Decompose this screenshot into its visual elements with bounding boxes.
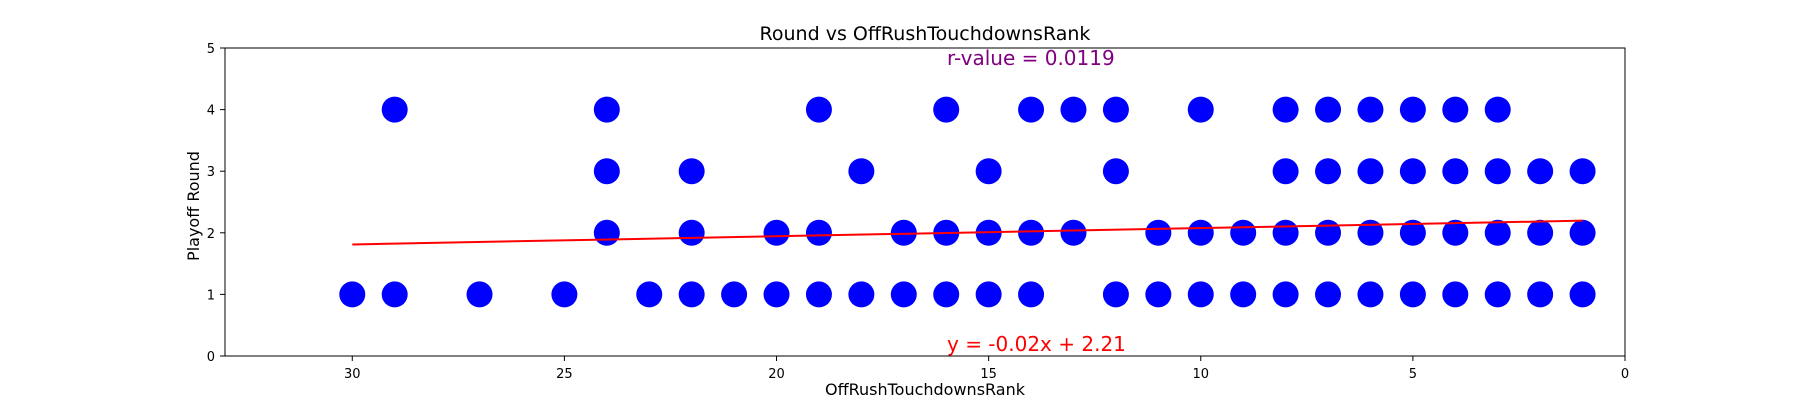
data-point: [678, 281, 705, 308]
data-point: [933, 96, 960, 123]
data-point: [1315, 281, 1342, 308]
x-tick-label: 15: [980, 367, 997, 382]
data-point: [1399, 158, 1426, 185]
data-point: [593, 219, 620, 246]
data-point: [1527, 158, 1554, 185]
data-point: [551, 281, 578, 308]
x-tick-label: 0: [1621, 367, 1629, 382]
data-point: [933, 281, 960, 308]
data-point: [636, 281, 663, 308]
data-point: [1399, 219, 1426, 246]
data-point: [1442, 96, 1469, 123]
data-point: [1315, 158, 1342, 185]
data-point: [763, 219, 790, 246]
data-point: [1484, 158, 1511, 185]
regression-equation-annotation: y = -0.02x + 2.21: [947, 332, 1126, 356]
data-point: [763, 281, 790, 308]
data-point: [805, 281, 832, 308]
data-point: [1272, 96, 1299, 123]
data-point: [1060, 219, 1087, 246]
data-point: [1484, 219, 1511, 246]
data-point: [1272, 158, 1299, 185]
x-tick-label: 20: [768, 367, 785, 382]
data-point: [1060, 96, 1087, 123]
data-point: [1272, 281, 1299, 308]
y-tick-label: 1: [207, 288, 215, 303]
data-point: [1018, 219, 1045, 246]
regression-line: [352, 219, 1583, 246]
data-point: [1187, 281, 1214, 308]
data-point: [1399, 281, 1426, 308]
r-value-annotation: r-value = 0.0119: [947, 46, 1115, 70]
data-point: [339, 281, 366, 308]
x-tick-label: 10: [1192, 367, 1209, 382]
x-tick-label: 25: [556, 367, 573, 382]
data-point: [1315, 219, 1342, 246]
data-point: [1145, 219, 1172, 246]
data-point: [890, 281, 917, 308]
data-point: [721, 281, 748, 308]
data-point: [1357, 96, 1384, 123]
x-tick-label: 5: [1409, 367, 1417, 382]
y-axis-title-group: Playoff Round: [184, 151, 203, 261]
chart-title: Round vs OffRushTouchdownsRank: [760, 23, 1091, 45]
data-point: [1357, 158, 1384, 185]
data-point: [1484, 96, 1511, 123]
y-tick-label: 3: [207, 165, 215, 180]
data-point: [1018, 96, 1045, 123]
data-point: [593, 158, 620, 185]
data-point: [1357, 219, 1384, 246]
data-point: [1399, 96, 1426, 123]
data-point: [1230, 219, 1257, 246]
y-tick-label: 0: [207, 350, 215, 365]
data-point: [1357, 281, 1384, 308]
data-point: [381, 96, 408, 123]
plot-frame: [224, 47, 1626, 357]
data-point: [1018, 281, 1045, 308]
data-point: [678, 219, 705, 246]
data-point: [1272, 219, 1299, 246]
y-tick-label: 2: [207, 227, 215, 242]
data-point: [848, 281, 875, 308]
data-point: [1187, 96, 1214, 123]
x-axis-title: OffRushTouchdownsRank: [825, 380, 1026, 399]
data-point: [1484, 281, 1511, 308]
data-point: [593, 96, 620, 123]
y-tick-label: 5: [207, 42, 215, 57]
data-point: [1102, 158, 1129, 185]
data-point: [1569, 219, 1596, 246]
y-tick-label: 4: [207, 104, 215, 119]
data-point: [1527, 281, 1554, 308]
plot-area: 30 25 20 15 10 5 0 0 1 2 3 4 5: [207, 42, 1629, 382]
data-point: [1442, 281, 1469, 308]
data-point: [1569, 158, 1596, 185]
data-point: [1230, 281, 1257, 308]
y-axis-title: Playoff Round: [184, 151, 203, 261]
data-point: [848, 158, 875, 185]
data-point: [1442, 158, 1469, 185]
data-point: [1187, 219, 1214, 246]
data-point: [1102, 281, 1129, 308]
x-tick-label: 30: [344, 367, 361, 382]
data-point: [1315, 96, 1342, 123]
data-point: [1145, 281, 1172, 308]
data-point: [805, 96, 832, 123]
data-point: [1569, 281, 1596, 308]
data-point: [678, 158, 705, 185]
data-point: [1442, 219, 1469, 246]
data-point: [805, 219, 832, 246]
data-point: [381, 281, 408, 308]
data-point: [975, 158, 1002, 185]
data-point: [975, 281, 1002, 308]
data-point: [1527, 219, 1554, 246]
data-point: [1102, 96, 1129, 123]
data-point: [466, 281, 493, 308]
